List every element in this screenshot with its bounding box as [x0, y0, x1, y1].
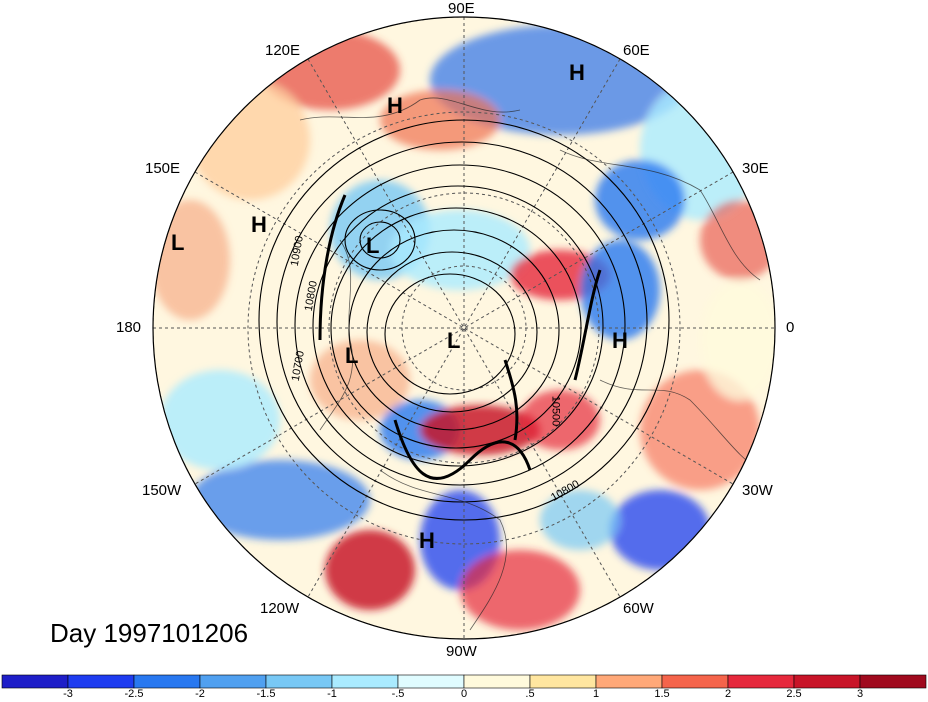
lon-label-120w: 120W	[260, 600, 300, 617]
colorbar-swatch	[793, 674, 861, 689]
high-center: H	[251, 212, 267, 237]
jet-contours	[318, 194, 602, 480]
shaded-field	[153, 17, 775, 639]
colorbar-swatch	[67, 674, 135, 689]
colorbar-tick-label: 2	[724, 688, 732, 700]
lon-label-30e: 30E	[742, 160, 769, 177]
lon-label-90e: 90E	[448, 0, 475, 17]
high-center: H	[569, 60, 585, 85]
high-center: H	[612, 328, 628, 353]
colorbar-tick-label: -2	[195, 688, 205, 700]
colorbar-tick-label: .5	[525, 688, 535, 700]
colorbar-tick-label: 1	[592, 688, 600, 700]
colorbar-tick-label: -1	[327, 688, 337, 700]
high-center: H	[387, 93, 403, 118]
colorbar-swatch	[265, 674, 333, 689]
colorbar-tick-label: -3	[63, 688, 73, 700]
lon-label-30w: 30W	[742, 482, 773, 499]
lon-label-150e: 150E	[145, 160, 181, 177]
lon-label-60w: 60W	[623, 600, 654, 617]
colorbar-tick-label: 2.5	[786, 688, 802, 700]
colorbar-swatch	[331, 674, 399, 689]
colorbar-swatch	[1, 674, 69, 689]
colorbar-swatch	[727, 674, 795, 689]
lon-label-0: 0	[786, 319, 795, 336]
lon-label-90w: 90W	[446, 643, 477, 660]
colorbar-tick-label: 1.5	[654, 688, 670, 700]
low-center: L	[366, 233, 380, 258]
height-contours	[258, 119, 670, 521]
contour-label: 10500	[549, 395, 562, 427]
low-center: L	[447, 328, 461, 353]
colorbar-swatch	[199, 674, 267, 689]
colorbar-swatch	[133, 674, 201, 689]
colorbar-tick-label: -.5	[391, 688, 405, 700]
lon-label-150w: 150W	[142, 482, 182, 499]
colorbar-swatch	[595, 674, 663, 689]
low-center: L	[345, 343, 359, 368]
lon-label-60e: 60E	[623, 42, 650, 59]
colorbar-swatch	[463, 674, 531, 689]
lon-label-180: 180	[116, 319, 142, 336]
colorbar-swatch	[859, 674, 927, 689]
colorbar-swatch	[397, 674, 465, 689]
colorbar	[1, 674, 927, 689]
colorbar-tick-label: -1.5	[256, 688, 276, 700]
lon-label-120e: 120E	[265, 42, 301, 59]
colorbar-tick-label: 0	[460, 688, 468, 700]
colorbar-tick-label: 3	[856, 688, 864, 700]
colorbar-swatch	[529, 674, 597, 689]
colorbar-swatch	[661, 674, 729, 689]
low-center: L	[171, 230, 185, 255]
colorbar-tick-label: -2.5	[124, 688, 144, 700]
date-title: Day 1997101206	[50, 618, 249, 648]
high-center: H	[419, 528, 435, 553]
